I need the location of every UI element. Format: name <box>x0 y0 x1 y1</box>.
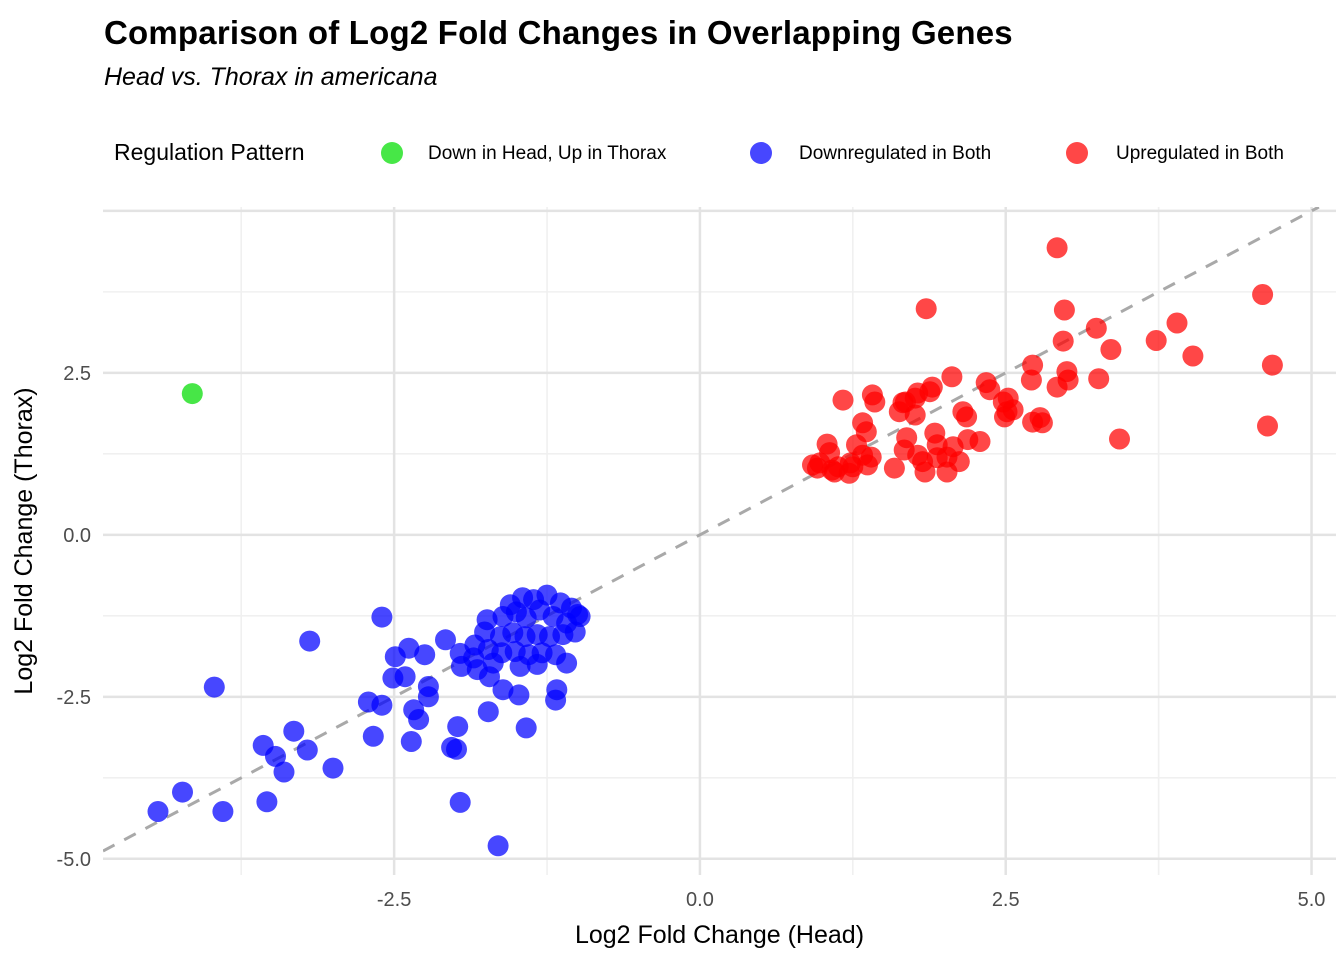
data-point <box>203 676 225 698</box>
data-point <box>1182 345 1204 367</box>
data-point <box>414 644 436 666</box>
data-point <box>1056 361 1078 383</box>
data-point <box>147 801 169 822</box>
data-point <box>492 679 514 701</box>
data-point <box>296 739 318 761</box>
legend: Regulation Pattern Down in Head, Up in T… <box>0 132 1344 174</box>
data-point <box>256 791 278 813</box>
legend-dot-down-head-up-thorax <box>381 142 403 164</box>
series-2 <box>802 237 1283 484</box>
legend-dot-upregulated-both <box>1066 142 1088 164</box>
legend-label-downregulated-both: Downregulated in Both <box>799 143 992 164</box>
data-point <box>447 716 469 738</box>
data-point <box>864 391 886 413</box>
data-point <box>894 391 916 413</box>
data-point <box>371 606 393 628</box>
data-point <box>948 451 970 473</box>
data-point <box>1109 428 1130 450</box>
data-point <box>398 637 420 659</box>
legend-label-down-head-up-thorax: Down in Head, Up in Thorax <box>428 143 667 164</box>
data-point <box>477 701 499 723</box>
gridlines-major <box>103 207 1336 875</box>
data-point <box>941 366 963 388</box>
data-point <box>515 717 537 739</box>
data-point <box>545 689 567 711</box>
data-point <box>400 731 422 752</box>
x-tick-labels: -2.5 0.0 2.5 5.0 <box>377 889 1326 911</box>
data-point <box>417 686 439 708</box>
svg-text:2.5: 2.5 <box>63 363 91 385</box>
data-point <box>1088 368 1110 390</box>
data-point <box>408 709 430 730</box>
series-0 <box>181 383 203 405</box>
data-point <box>1261 354 1283 376</box>
data-point <box>449 791 471 813</box>
data-point <box>283 720 305 742</box>
data-point <box>915 298 937 320</box>
data-point <box>914 461 936 483</box>
svg-text:0.0: 0.0 <box>686 889 714 911</box>
data-point <box>979 379 1001 401</box>
y-axis-title: Log2 Fold Change (Thorax) <box>10 387 38 694</box>
data-point <box>446 738 467 760</box>
data-point <box>1145 330 1167 351</box>
data-point <box>371 694 393 716</box>
svg-text:2.5: 2.5 <box>992 889 1020 911</box>
data-point <box>299 630 321 652</box>
data-point <box>181 383 203 405</box>
data-point <box>1046 237 1068 259</box>
data-point <box>1100 339 1122 360</box>
data-point <box>1052 330 1074 352</box>
data-point <box>450 655 472 677</box>
data-point <box>172 781 193 803</box>
svg-text:-2.5: -2.5 <box>57 687 91 709</box>
chart-subtitle: Head vs. Thorax in americana <box>104 63 438 91</box>
data-point <box>1257 415 1278 437</box>
data-point <box>1020 369 1042 391</box>
svg-text:-2.5: -2.5 <box>377 889 411 911</box>
data-point <box>956 406 978 428</box>
data-point <box>508 684 530 706</box>
y-tick-labels: -5.0 -2.5 0.0 2.5 <box>57 363 91 871</box>
x-axis-title: Log2 Fold Change (Head) <box>575 921 864 949</box>
data-point <box>322 757 344 779</box>
data-point <box>1166 312 1188 334</box>
svg-text:-5.0: -5.0 <box>57 849 91 871</box>
data-point <box>1031 412 1053 434</box>
gridlines-minor <box>103 207 1336 875</box>
data-point <box>476 609 498 631</box>
series-1 <box>147 584 591 857</box>
data-point <box>883 457 905 479</box>
legend-title: Regulation Pattern <box>114 139 305 165</box>
data-point <box>860 446 882 468</box>
legend-dot-downregulated-both <box>750 142 772 164</box>
data-point <box>362 725 384 747</box>
data-point <box>832 389 854 411</box>
data-point <box>994 406 1015 428</box>
data-point <box>487 835 509 857</box>
chart-title: Comparison of Log2 Fold Changes in Overl… <box>104 14 1013 51</box>
data-point <box>855 421 877 443</box>
data-point <box>212 801 234 822</box>
data-point <box>435 629 456 651</box>
data-point <box>567 604 589 625</box>
data-point <box>1252 284 1274 305</box>
data-point <box>394 666 416 688</box>
data-point <box>1085 317 1107 339</box>
data-point <box>265 745 286 767</box>
data-point <box>545 644 567 666</box>
svg-text:5.0: 5.0 <box>1298 889 1326 911</box>
data-point <box>273 761 295 783</box>
svg-text:0.0: 0.0 <box>63 525 91 547</box>
data-point <box>969 431 991 452</box>
data-point <box>1053 299 1075 321</box>
legend-label-upregulated-both: Upregulated in Both <box>1116 143 1284 164</box>
